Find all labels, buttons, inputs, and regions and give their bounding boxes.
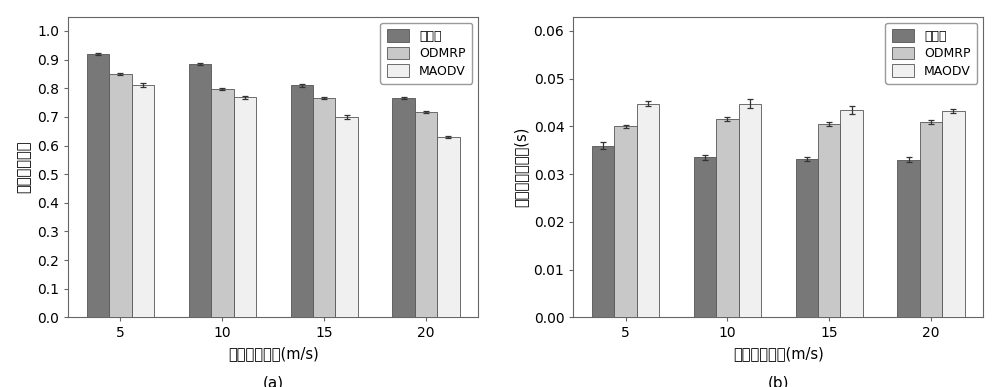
- Bar: [211, 89, 234, 317]
- Bar: [637, 104, 659, 317]
- Y-axis label: 平均端到端时延(s): 平均端到端时延(s): [513, 127, 528, 207]
- Bar: [840, 110, 863, 317]
- Bar: [437, 137, 460, 317]
- Bar: [592, 146, 614, 317]
- Bar: [694, 158, 716, 317]
- X-axis label: 最大移动速度(m/s): 最大移动速度(m/s): [228, 346, 319, 361]
- Title: (b): (b): [768, 375, 789, 387]
- Bar: [739, 104, 761, 317]
- Bar: [109, 74, 132, 317]
- Bar: [614, 127, 637, 317]
- Legend: 本方法, ODMRP, MAODV: 本方法, ODMRP, MAODV: [380, 23, 472, 84]
- Y-axis label: 平均包投递率: 平均包投递率: [17, 141, 32, 193]
- Bar: [942, 111, 965, 317]
- Legend: 本方法, ODMRP, MAODV: 本方法, ODMRP, MAODV: [885, 23, 977, 84]
- Bar: [313, 98, 335, 317]
- Bar: [897, 160, 920, 317]
- Bar: [392, 98, 415, 317]
- Bar: [87, 54, 109, 317]
- Title: (a): (a): [263, 375, 284, 387]
- Bar: [796, 159, 818, 317]
- Bar: [920, 122, 942, 317]
- Bar: [716, 119, 739, 317]
- Bar: [291, 86, 313, 317]
- Bar: [189, 64, 211, 317]
- Bar: [335, 117, 358, 317]
- Bar: [818, 124, 840, 317]
- Bar: [234, 98, 256, 317]
- X-axis label: 最大移动速度(m/s): 最大移动速度(m/s): [733, 346, 824, 361]
- Bar: [415, 112, 437, 317]
- Bar: [132, 85, 154, 317]
